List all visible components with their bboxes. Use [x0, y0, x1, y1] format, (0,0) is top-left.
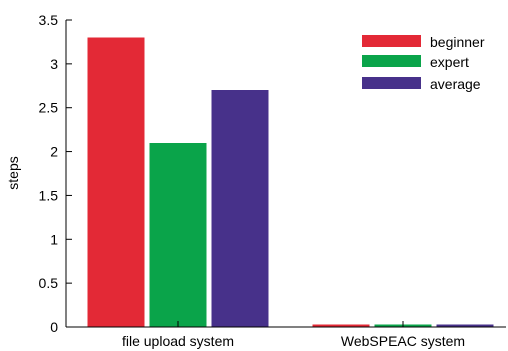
bar-average-0	[211, 90, 269, 327]
axes: 0 0.5 1 1.5 2 2.5 3 3.5 file upload system WebSPE…	[5, 12, 506, 349]
bar-expert-0	[149, 142, 207, 327]
bar-beginner-0	[87, 37, 145, 327]
y-tick-label: 3	[50, 56, 58, 72]
x-tick-label: file upload system	[122, 333, 234, 349]
legend-swatch-beginner	[362, 35, 421, 47]
legend-label: beginner	[430, 34, 485, 50]
legend-swatch-average	[362, 77, 421, 89]
legend-swatch-expert	[362, 55, 421, 67]
y-tick-label: 2.5	[39, 100, 59, 116]
y-tick-label: 0	[50, 319, 58, 335]
plot-area	[87, 37, 494, 327]
y-tick-label: 0.5	[39, 275, 59, 291]
legend-label: expert	[430, 54, 469, 70]
bar-average-1	[436, 324, 494, 327]
y-axis-label: steps	[5, 156, 21, 189]
y-tick-label: 1.5	[39, 187, 59, 203]
legend-label: average	[430, 76, 481, 92]
y-tick-label: 3.5	[39, 12, 59, 28]
y-tick-label: 1	[50, 231, 58, 247]
x-tick-label: WebSPEAC system	[341, 333, 465, 349]
y-tick-label: 2	[50, 144, 58, 160]
bar-beginner-1	[312, 324, 370, 327]
legend: beginner expert average	[362, 34, 485, 92]
